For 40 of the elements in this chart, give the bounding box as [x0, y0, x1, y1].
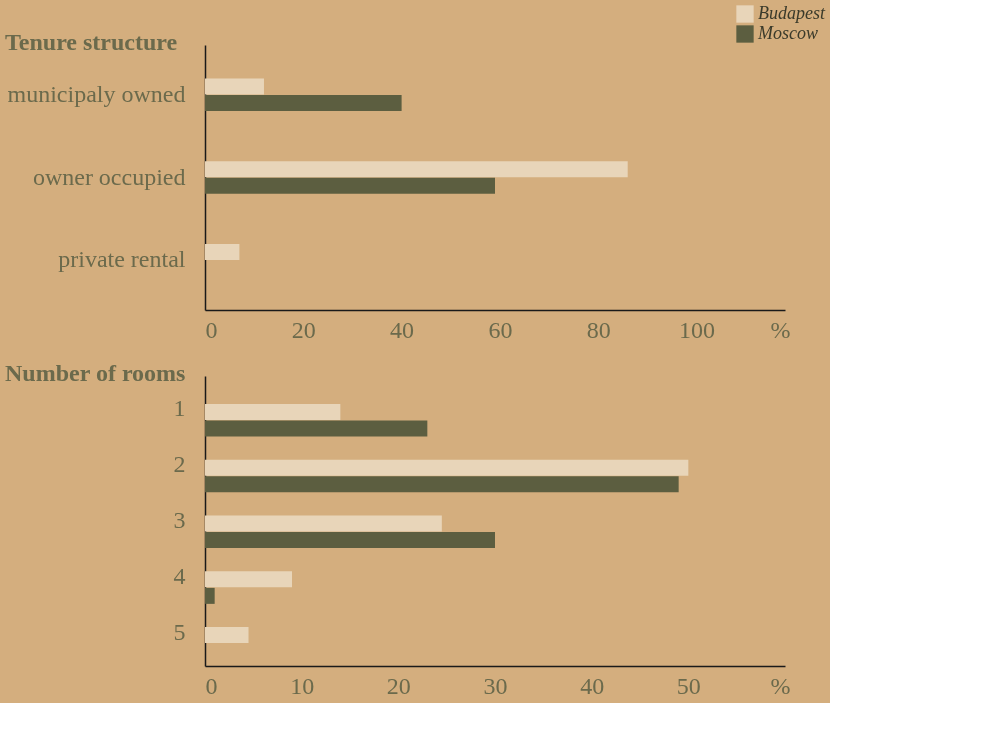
x-tick-label: 0: [205, 672, 218, 699]
x-tick-label: 20: [291, 316, 316, 343]
bar: [205, 404, 341, 420]
y-tick-label: private rental: [58, 246, 186, 273]
bar: [205, 161, 628, 178]
y-tick-label: owner occupied: [32, 163, 186, 190]
y-tick-label: 1: [173, 395, 186, 422]
y-tick-label: 2: [173, 451, 186, 478]
bar: [205, 532, 495, 549]
x-axis-title: %: [770, 672, 791, 699]
y-tick-label: 3: [173, 507, 186, 533]
bar: [205, 515, 442, 532]
x-tick-label: 40: [580, 672, 605, 699]
x-tick-label: 60: [488, 316, 513, 343]
x-tick-label: 100: [679, 316, 716, 343]
bar: [205, 627, 249, 644]
x-tick-label: 30: [483, 672, 508, 699]
x-tick-label: 50: [676, 672, 701, 699]
y-tick-label: 4: [173, 562, 186, 589]
bar: [205, 420, 428, 437]
x-tick-label: 40: [390, 316, 415, 343]
bar: [205, 571, 292, 588]
bar: [205, 459, 689, 476]
bar: [205, 244, 240, 261]
chart-title: Tenure structure: [5, 29, 178, 55]
x-tick-label: 80: [586, 316, 611, 343]
bar: [205, 587, 215, 604]
bar: [205, 476, 679, 493]
chart-title: Number of rooms: [5, 360, 186, 386]
y-tick-label: municipaly owned: [7, 80, 186, 107]
legend-label: Moscow: [757, 23, 818, 43]
x-axis-title: %: [770, 316, 791, 343]
bar: [205, 94, 402, 111]
bar: [205, 78, 264, 95]
y-tick-label: 5: [173, 618, 186, 645]
x-tick-label: 0: [205, 316, 218, 343]
x-tick-label: 10: [290, 672, 315, 699]
x-tick-label: 20: [386, 672, 411, 699]
bar: [205, 177, 495, 194]
legend-label: Budapest: [758, 3, 826, 23]
